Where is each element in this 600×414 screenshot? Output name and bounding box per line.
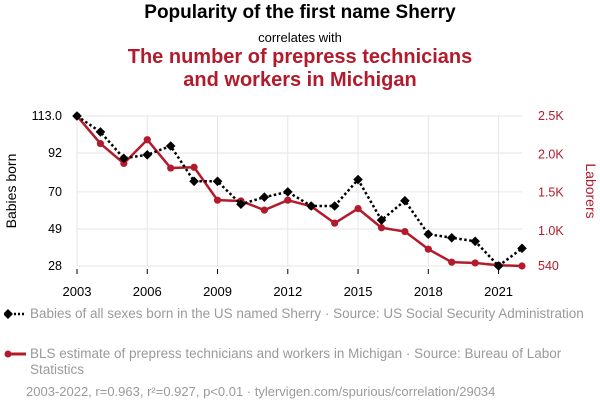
point-laborers — [284, 196, 292, 204]
point-laborers — [331, 219, 339, 227]
y-axis-title-left: Babies born — [3, 154, 19, 229]
right-tick-label: 540 — [538, 259, 559, 273]
point-babies — [119, 153, 129, 164]
point-babies — [165, 141, 176, 151]
point-babies — [282, 187, 293, 197]
right-tick-label: 2.5K — [538, 109, 564, 123]
left-tick-label: 92 — [48, 146, 62, 160]
x-tick-label: 2021 — [484, 284, 513, 299]
left-tick-label: 70 — [48, 185, 62, 199]
x-tick-label: 2018 — [414, 284, 443, 299]
left-tick-label: 28 — [48, 259, 62, 273]
point-laborers — [167, 164, 175, 172]
point-babies — [189, 176, 199, 187]
point-laborers — [190, 163, 198, 171]
footer-stats: 2003-2022, r=0.963, r²=0.927, p<0.01 · t… — [26, 384, 496, 399]
legend-label-series2: BLS estimate of prepress technicians and… — [30, 346, 562, 377]
series-layer — [72, 111, 527, 271]
point-babies — [72, 111, 82, 121]
legend-swatch-black-dotted — [4, 309, 26, 319]
chart-title-secondary-line1: The number of prepress technicians — [127, 46, 473, 68]
gridlines — [76, 115, 522, 267]
point-laborers — [120, 159, 128, 168]
point-babies — [236, 199, 246, 210]
point-babies — [329, 201, 340, 211]
point-laborers — [96, 139, 105, 148]
chart-title: Popularity of the first name Sherry — [144, 2, 456, 23]
point-laborers — [354, 205, 362, 213]
right-tick-label: 1.5K — [538, 186, 564, 200]
chart-title-secondary: The number of prepress technicians and w… — [60, 46, 540, 92]
left-tick-label: 113.0 — [32, 109, 62, 123]
axes: 28 49 70 92 113.0 540 1.0K 1.5K 2.0K 2.5K 2003 2006… — [3, 109, 599, 299]
chart-title-secondary-line2: and workers in Michigan — [183, 69, 417, 91]
point-laborers — [471, 259, 479, 267]
y-axis-title-right: Laborers — [583, 163, 599, 218]
x-tick-label: 2003 — [63, 284, 92, 299]
point-babies — [142, 150, 153, 160]
x-tick-label: 2006 — [133, 284, 162, 299]
point-laborers — [143, 136, 151, 144]
point-laborers — [448, 258, 456, 266]
left-tick-label: 49 — [48, 222, 62, 236]
point-laborers — [260, 206, 268, 214]
right-tick-label: 1.0K — [538, 224, 564, 238]
point-babies — [446, 232, 457, 243]
x-tick-label: 2012 — [273, 284, 302, 299]
x-tick-label: 2009 — [203, 284, 232, 299]
point-babies — [95, 127, 106, 137]
correlation-chart: 28 49 70 92 113.0 540 1.0K 1.5K 2.0K 2.5K 2003 2006… — [3, 109, 599, 299]
point-laborers — [401, 227, 409, 236]
point-babies — [212, 176, 223, 187]
right-tick-label: 2.0K — [538, 147, 564, 161]
point-babies — [517, 243, 527, 254]
series-line-babies — [76, 114, 523, 268]
legend-label-series1: Babies of all sexes born in the US named… — [30, 306, 584, 321]
point-laborers — [424, 245, 432, 253]
chart-subtitle: correlates with — [258, 30, 342, 45]
point-laborers — [377, 224, 386, 232]
x-tick-label: 2015 — [344, 284, 373, 299]
series-line-laborers — [76, 115, 523, 268]
point-laborers — [213, 196, 222, 204]
point-laborers — [518, 262, 526, 270]
point-babies — [259, 192, 270, 202]
point-babies — [423, 229, 434, 240]
legend-swatch-red-line — [4, 350, 26, 358]
